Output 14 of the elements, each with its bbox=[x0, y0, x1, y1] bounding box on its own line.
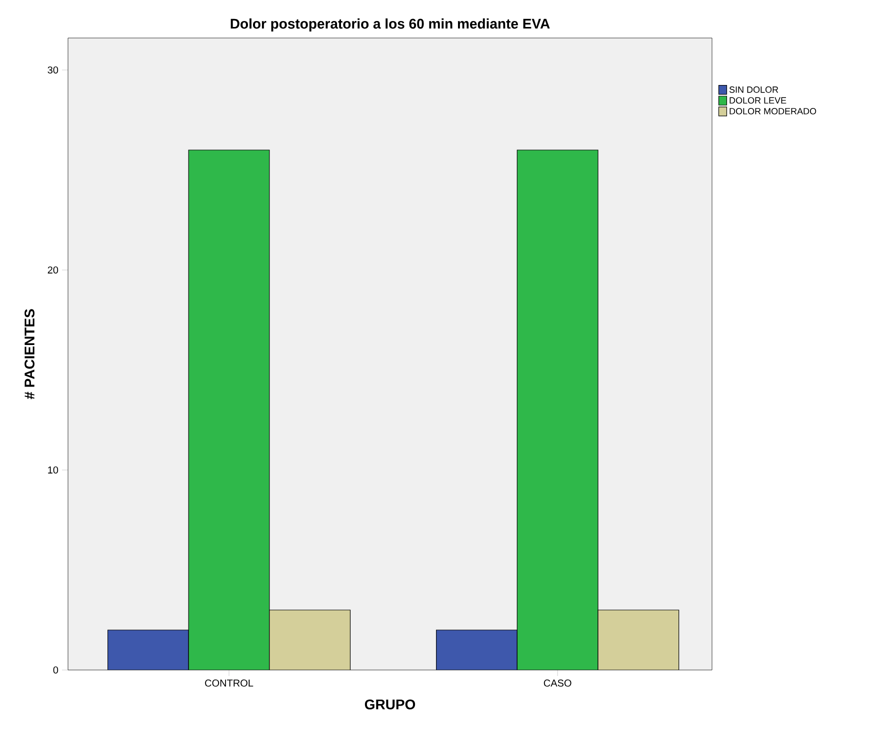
legend-label: DOLOR LEVE bbox=[730, 97, 786, 104]
bar bbox=[188, 150, 270, 670]
x-axis-title: GRUPO bbox=[364, 699, 416, 710]
x-tick-label: CASO bbox=[544, 680, 572, 687]
y-tick-label: 30 bbox=[48, 66, 58, 74]
y-tick-label: 0 bbox=[53, 666, 58, 674]
bar bbox=[516, 150, 598, 670]
y-tick-label: 20 bbox=[48, 266, 58, 274]
y-axis-title: # PACIENTES bbox=[24, 309, 34, 400]
legend-label: SIN DOLOR bbox=[729, 86, 778, 93]
x-tick-label: CONTROL bbox=[205, 680, 254, 687]
chart-title: Dolor postoperatorio a los 60 min mediante EVA bbox=[230, 18, 550, 32]
y-tick-label: 10 bbox=[48, 466, 58, 474]
legend-label: DOLOR MODERADO bbox=[730, 108, 816, 114]
